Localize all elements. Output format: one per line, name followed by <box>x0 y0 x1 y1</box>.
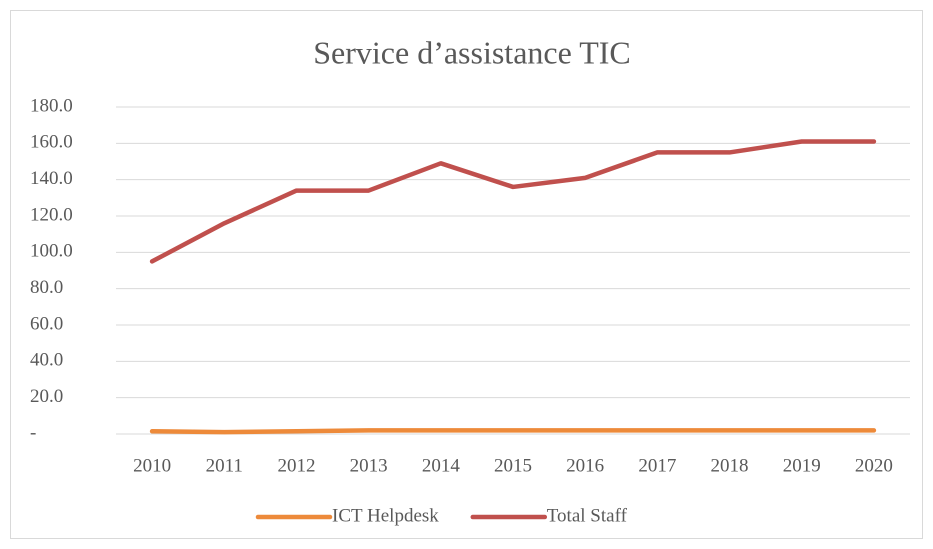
chart-title: Service d’assistance TIC <box>313 34 631 70</box>
legend-label: ICT Helpdesk <box>332 505 439 526</box>
x-tick-label: 2018 <box>711 455 749 476</box>
x-tick-label: 2012 <box>277 455 315 476</box>
y-tick-label: 140.0 <box>30 168 73 189</box>
series-line <box>149 139 877 264</box>
x-tick-label: 2014 <box>422 455 461 476</box>
x-tick-label: 2013 <box>350 455 388 476</box>
x-tick-label: 2015 <box>494 455 532 476</box>
y-tick-label: 20.0 <box>30 386 63 407</box>
y-tick-label: 100.0 <box>30 241 73 262</box>
y-tick-label: 180.0 <box>30 95 73 116</box>
x-tick-label: 2010 <box>133 455 171 476</box>
x-tick-label: 2016 <box>566 455 604 476</box>
legend-label: Total Staff <box>547 505 628 526</box>
x-tick-label: 2019 <box>783 455 821 476</box>
y-tick-label: 120.0 <box>30 204 73 225</box>
y-tick-label: 60.0 <box>30 313 63 334</box>
x-tick-label: 2020 <box>855 455 893 476</box>
chart-border <box>10 10 923 539</box>
y-tick-label: 160.0 <box>30 132 73 153</box>
x-tick-label: 2011 <box>206 455 243 476</box>
y-tick-label: - <box>30 422 36 443</box>
y-tick-label: 80.0 <box>30 277 63 298</box>
series-line <box>149 428 877 435</box>
y-tick-label: 40.0 <box>30 350 63 371</box>
x-tick-label: 2017 <box>638 455 676 476</box>
